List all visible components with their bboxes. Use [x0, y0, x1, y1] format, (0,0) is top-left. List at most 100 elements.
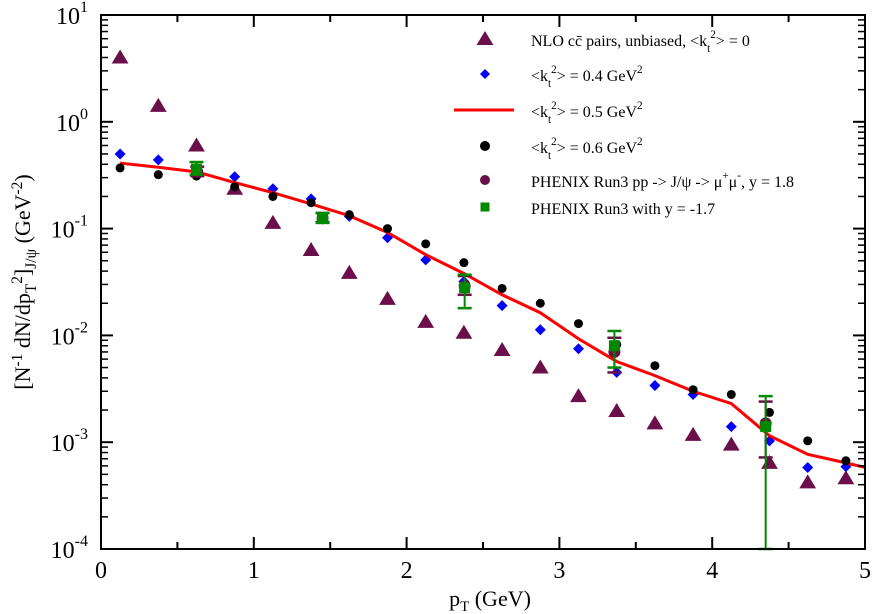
y-tick-label: 10-2: [51, 319, 88, 350]
legend-marker: [480, 69, 490, 79]
label-part: 2: [637, 64, 643, 76]
label-part: t: [548, 150, 552, 162]
data-point: [722, 436, 740, 451]
data-point: [841, 456, 851, 466]
data-point: [534, 324, 546, 336]
data-point: [802, 461, 814, 473]
series-line: [119, 161, 865, 469]
label-part: <k: [531, 68, 548, 85]
data-point: [650, 361, 660, 371]
data-point: [152, 154, 164, 166]
data-point: [344, 210, 354, 220]
y-tick-exponent: -2: [75, 319, 88, 336]
y-tick-label: 100: [56, 106, 88, 137]
data-point: [688, 385, 698, 395]
y-tick-base: 10: [51, 538, 75, 564]
data-point: [574, 319, 583, 329]
label-part: t: [548, 114, 552, 126]
data-point: [803, 436, 813, 446]
series-5: [189, 160, 773, 551]
label-part: +: [722, 170, 728, 182]
x-axis-label: pT (GeV): [449, 586, 531, 614]
data-point: [264, 214, 282, 229]
data-point: [191, 163, 202, 175]
label-part: 2: [637, 100, 643, 112]
plot-frame: [100, 14, 866, 550]
label-part: PHENIX Run3 pp -> J/ψ -> μ: [531, 174, 722, 191]
y-tick-exponent: -3: [75, 426, 88, 443]
label-part: <k: [531, 140, 548, 157]
legend-marker: [480, 202, 490, 212]
data-point: [115, 163, 125, 173]
data-point: [497, 283, 507, 293]
label-part: t: [548, 78, 552, 90]
label-part: <k: [531, 104, 548, 121]
legend-label: NLO cc̄ pairs, unbiased, <kt 2> = 0: [531, 29, 750, 55]
data-point: [268, 191, 278, 201]
data-point: [302, 242, 320, 257]
y-tick-exponent: -1: [75, 213, 88, 230]
label-part: NLO c: [531, 33, 575, 50]
data-point: [649, 379, 661, 391]
x-tick-label: 2: [401, 558, 413, 584]
label-part: (GeV: [10, 194, 35, 248]
label-part: pairs, unbiased, <k: [582, 33, 707, 50]
y-tick-label: 10-4: [51, 533, 88, 564]
y-tick-exponent: 1: [80, 0, 88, 16]
data-point: [229, 171, 241, 183]
legend-label: <kt 2> = 0.5 GeV2: [531, 100, 643, 126]
data-point: [535, 298, 545, 308]
legend-label: <kt 2> = 0.6 GeV2: [531, 136, 643, 162]
data-point: [383, 224, 392, 234]
y-tick-base: 10: [51, 431, 75, 457]
data-point: [570, 388, 587, 403]
data-point: [496, 300, 508, 312]
legend-entry-1: <kt 2> = 0.4 GeV2: [480, 64, 643, 90]
label-part: J/ψ: [23, 248, 40, 268]
legend-entry-3: <kt 2> = 0.6 GeV2: [480, 136, 643, 162]
data-point: [725, 421, 737, 433]
x-tick-label: 1: [248, 558, 260, 584]
label-part: > = 0.4 GeV: [557, 68, 638, 85]
data-point: [799, 474, 817, 489]
legend-entry-4: PHENIX Run3 pp -> J/ψ -> μ+μ-, y = 1.8: [480, 170, 794, 191]
label-part: ): [10, 174, 35, 181]
data-point: [455, 324, 473, 339]
data-point: [153, 170, 163, 180]
label-part: > = 0.5 GeV: [557, 104, 638, 121]
x-tick-label: 3: [553, 558, 565, 584]
data-point: [459, 258, 469, 268]
legend-entry-0: NLO cc̄ pairs, unbiased, <kt 2> = 0: [476, 29, 750, 55]
series-0: [111, 49, 855, 489]
label-part: > = 0: [716, 33, 750, 50]
label-part: dN/dp: [10, 293, 35, 354]
data-point: [306, 198, 316, 208]
data-point: [230, 182, 240, 192]
label-part: 2: [637, 136, 643, 148]
label-part: PHENIX Run3 with y = -1.7: [531, 201, 715, 218]
data-point: [608, 340, 620, 352]
data-point: [726, 389, 736, 399]
plot-marks: [111, 49, 865, 551]
y-tick-base: 10: [56, 111, 80, 137]
data-point: [417, 313, 435, 328]
label-part: [N: [10, 366, 35, 389]
legend-label: PHENIX Run3 with y = -1.7: [531, 201, 715, 218]
data-point: [765, 407, 774, 417]
label-part: , y = 1.8: [741, 174, 794, 191]
data-point: [379, 290, 396, 305]
series-1: [114, 148, 852, 473]
data-point: [421, 239, 431, 249]
data-point: [493, 341, 511, 356]
y-tick-base: 10: [51, 324, 75, 350]
data-point: [114, 148, 126, 160]
data-point: [340, 264, 358, 279]
x-tick-label: 5: [859, 558, 871, 584]
data-point: [608, 402, 626, 417]
label-part: c̄: [575, 33, 582, 50]
y-tick-exponent: -4: [75, 533, 88, 550]
x-tick-label: 4: [706, 558, 718, 584]
label-part: 2: [551, 136, 557, 148]
label-part: > = 0.6 GeV: [557, 140, 638, 157]
